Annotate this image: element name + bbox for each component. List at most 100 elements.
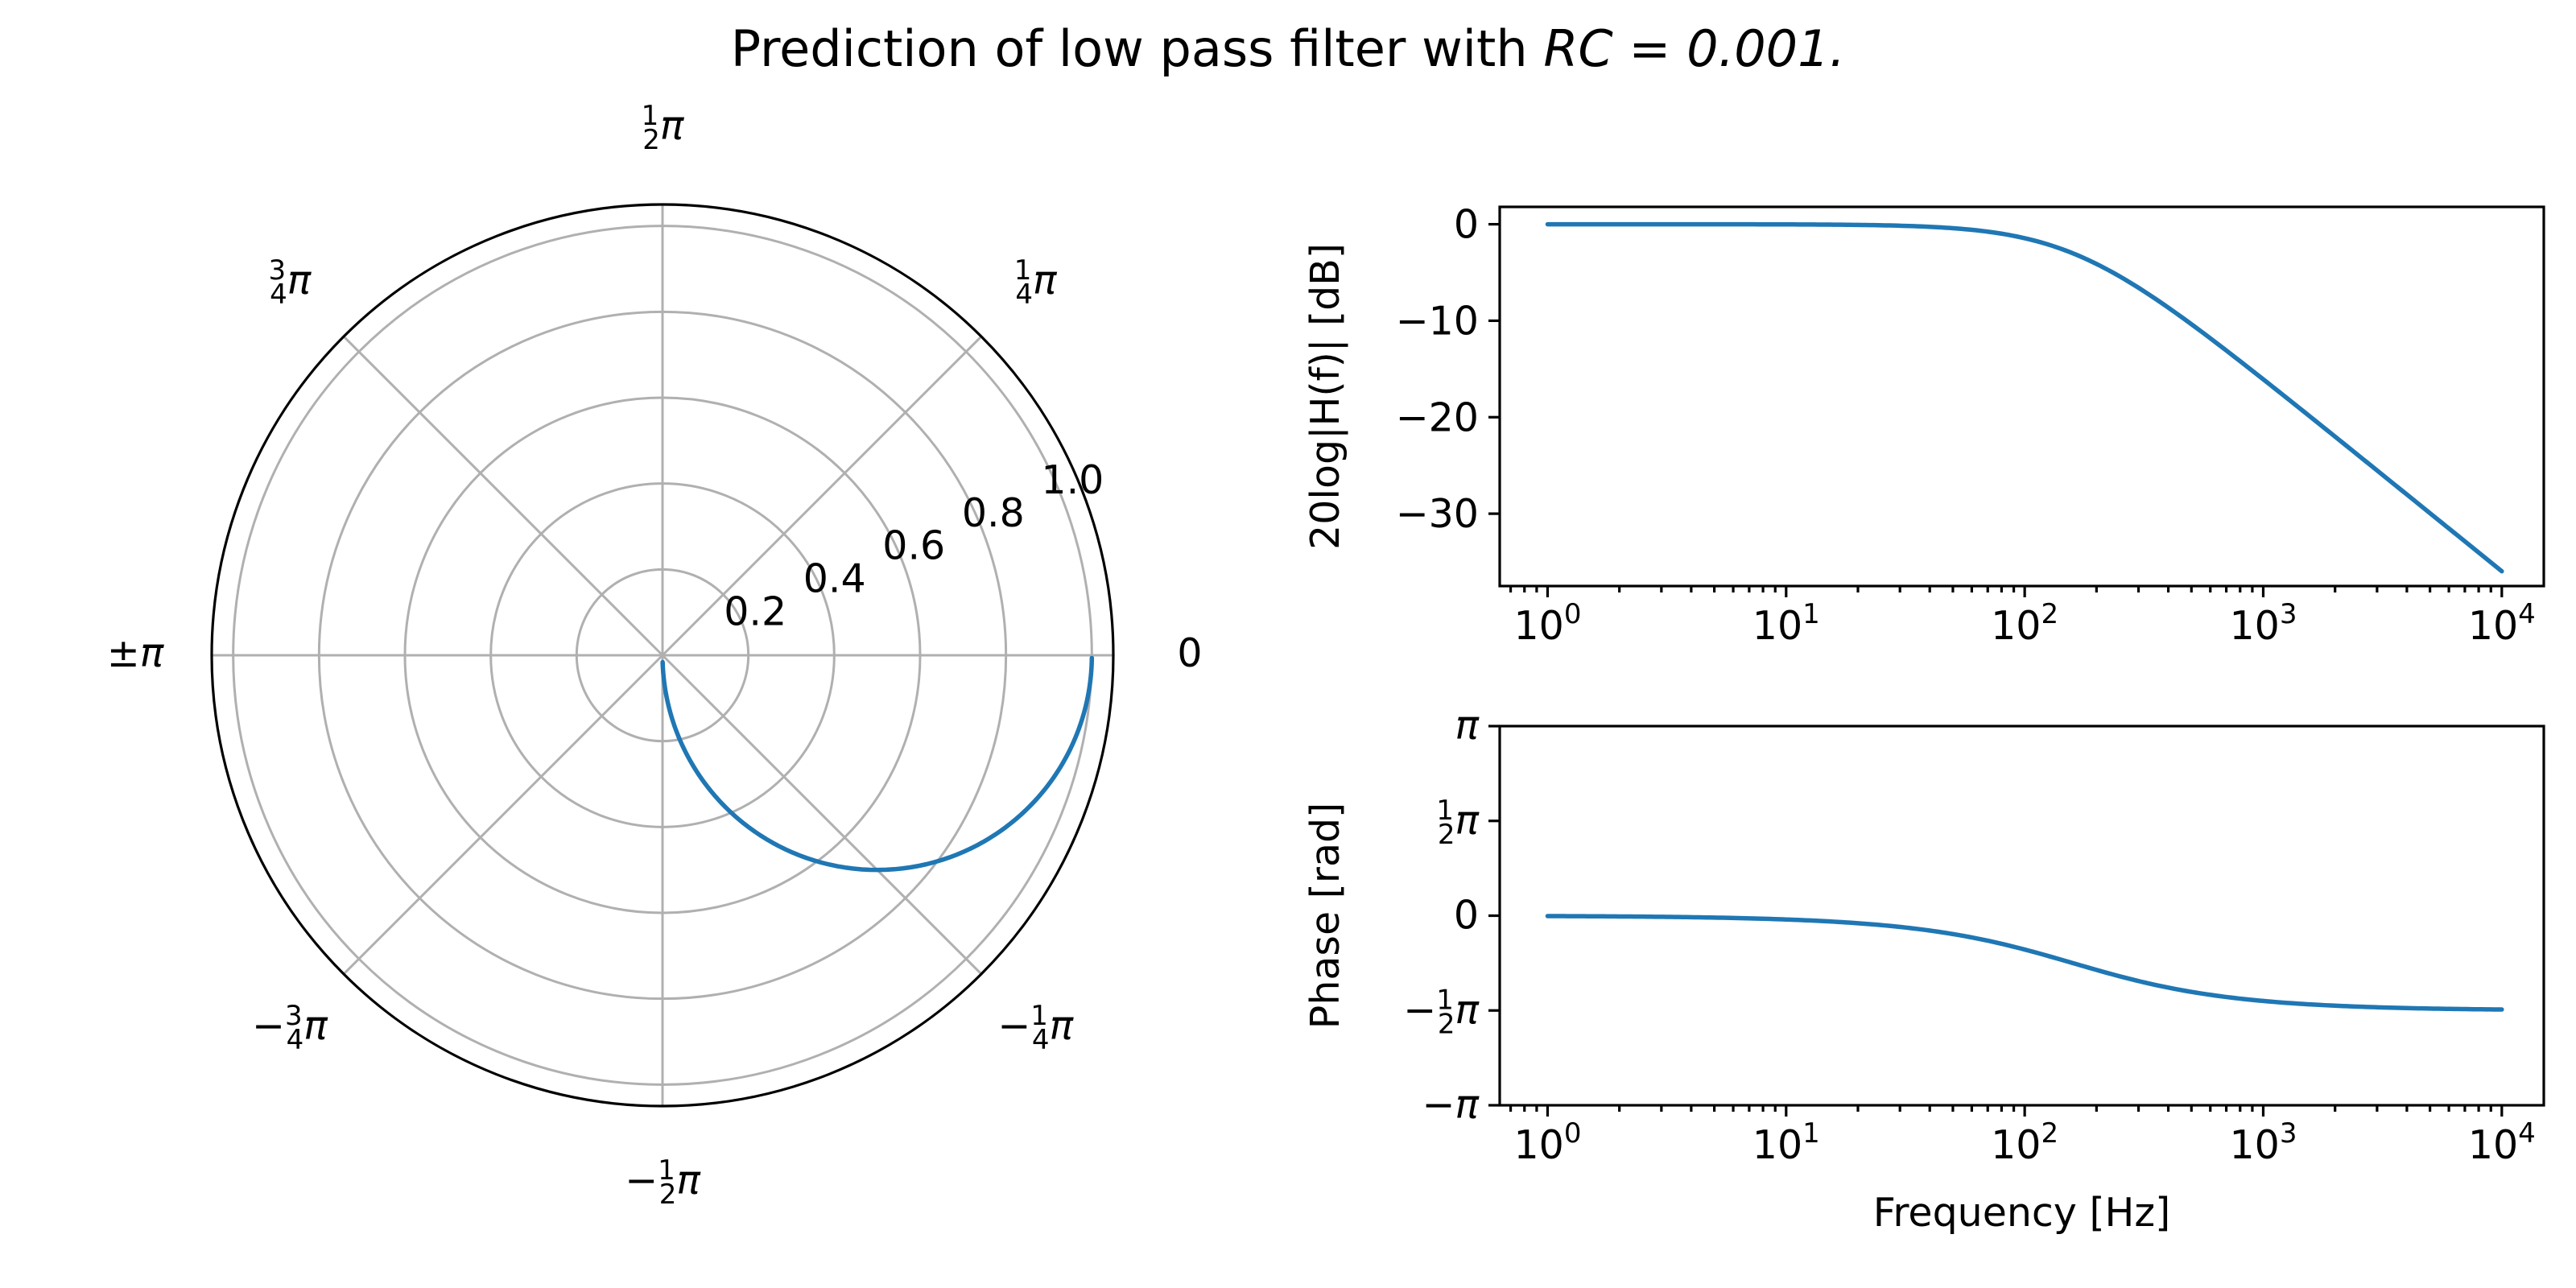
tick-value: 0 — [1454, 892, 1479, 938]
polar-r-tick-label: 0.8 — [962, 490, 1025, 536]
y-tick-label: −30 — [1396, 491, 1479, 537]
x-tick-exponent: 0 — [1564, 598, 1582, 630]
tick-sign: − — [997, 1003, 1030, 1049]
tick-frac-den: 4 — [1015, 278, 1033, 310]
tick-frac-num: 1 — [1436, 794, 1454, 826]
y-tick-label: −10 — [1396, 298, 1479, 344]
tick-frac-num: 1 — [658, 1154, 675, 1187]
tick-pi: π — [140, 630, 165, 676]
polar-theta-tick-label: −3 4π — [252, 1000, 328, 1056]
tick-sign: − — [1422, 1082, 1455, 1128]
tick-pi: π — [1455, 703, 1480, 749]
x-tick-base: 10 — [2468, 1122, 2518, 1168]
figure-title-math: RC = 0.001. — [1543, 19, 1845, 78]
x-tick-exponent: 3 — [2280, 1117, 2297, 1150]
figure-title-text: Prediction of low pass filter with — [731, 19, 1544, 78]
phase-response-line — [1545, 914, 2504, 1012]
x-tick-label: 101 — [1752, 598, 1820, 649]
polar-grid-spoke — [661, 654, 983, 976]
x-axis-label: Frequency [Hz] — [1873, 1190, 2171, 1236]
tick-pi: π — [287, 257, 312, 303]
x-tick-label: 103 — [2229, 1117, 2297, 1168]
y-tick-label: π — [1455, 703, 1480, 749]
y-tick-label: −π — [1422, 1082, 1480, 1128]
tick-pi: π — [1050, 1003, 1075, 1049]
tick-frac-num: 1 — [642, 100, 659, 132]
x-tick-label: 103 — [2229, 598, 2297, 649]
x-tick-exponent: 1 — [1802, 598, 1820, 630]
x-tick-exponent: 1 — [1802, 1117, 1820, 1150]
x-tick-label: 102 — [1991, 598, 2058, 649]
x-tick-label: 101 — [1752, 1117, 1820, 1168]
y-tick-label: −20 — [1396, 394, 1479, 440]
y-axis-label: 20log|H(f)| [dB] — [1302, 243, 1348, 550]
x-tick-base: 10 — [1991, 603, 2041, 649]
tick-frac-den: 4 — [1032, 1024, 1050, 1056]
tick-pi: π — [1455, 797, 1480, 843]
tick-frac-den: 4 — [270, 278, 287, 310]
x-tick-base: 10 — [1513, 603, 1563, 649]
x-tick-base: 10 — [2468, 603, 2518, 649]
polar-r-tick-label: 1.0 — [1041, 457, 1104, 503]
y-tick-label: 0 — [1454, 202, 1479, 248]
tick-frac-num: 1 — [1030, 1000, 1048, 1032]
polar-r-tick-label: 0.4 — [803, 555, 866, 601]
polar-theta-tick-label: ±π — [107, 630, 165, 676]
tick-sign: ± — [107, 630, 140, 676]
axes-frame — [1498, 205, 2545, 588]
tick-frac-num: 3 — [268, 254, 286, 286]
x-tick-exponent: 2 — [2041, 1117, 2058, 1150]
tick-frac-num: 1 — [1014, 254, 1032, 286]
polar-grid-spoke — [661, 335, 983, 657]
polar-theta-tick-label: 1 2π — [642, 100, 685, 156]
tick-frac-num: 3 — [285, 1000, 303, 1032]
x-tick-exponent: 4 — [2518, 1117, 2536, 1150]
tick-pi: π — [676, 1158, 701, 1203]
polar-theta-tick-label: −1 2π — [625, 1154, 701, 1211]
x-tick-exponent: 0 — [1564, 1117, 1582, 1150]
y-tick-label: −1 2π — [1403, 984, 1480, 1040]
polar-plot: 01 4π1 2π3 4π±π−3 4π−1 2π−1 4π0.20.40.60.81.0 — [107, 100, 1203, 1211]
x-tick-label: 100 — [1513, 598, 1581, 649]
tick-pi: π — [660, 103, 685, 149]
y-tick-label: 0 — [1454, 892, 1479, 938]
x-tick-base: 10 — [1752, 1122, 1802, 1168]
polar-grid-spoke — [342, 654, 664, 976]
y-tick-label: 1 2π — [1436, 794, 1480, 850]
magnitude-response-line — [1545, 221, 2504, 574]
x-tick-base: 10 — [2229, 1122, 2279, 1168]
polar-grid-spoke — [342, 335, 664, 657]
polar-theta-tick-label: −1 4π — [997, 1000, 1074, 1056]
tick-pi: π — [303, 1003, 328, 1049]
polar-response-line — [660, 655, 1095, 873]
polar-theta-tick-label: 1 4π — [1014, 254, 1058, 310]
tick-frac-den: 2 — [1438, 1008, 1455, 1040]
x-tick-label: 102 — [1991, 1117, 2058, 1168]
x-tick-label: 104 — [2468, 1117, 2536, 1168]
tick-frac-den: 4 — [287, 1024, 304, 1056]
x-tick-base: 10 — [1991, 1122, 2041, 1168]
x-tick-label: 104 — [2468, 598, 2536, 649]
tick-pi: π — [1455, 987, 1480, 1033]
tick-pi: π — [1455, 1082, 1480, 1128]
polar-theta-tick-label: 3 4π — [268, 254, 312, 310]
tick-frac-num: 1 — [1436, 984, 1454, 1016]
tick-pi: π — [1033, 257, 1058, 303]
tick-sign: − — [1403, 987, 1436, 1033]
figure-title: Prediction of low pass filter with RC = … — [731, 19, 1846, 78]
polar-r-tick-label: 0.6 — [882, 523, 945, 569]
tick-frac-den: 2 — [642, 124, 660, 156]
x-tick-exponent: 2 — [2041, 598, 2058, 630]
x-tick-base: 10 — [1513, 1122, 1563, 1168]
x-tick-base: 10 — [1752, 603, 1802, 649]
polar-r-tick-label: 0.2 — [724, 588, 786, 634]
x-tick-exponent: 3 — [2280, 598, 2297, 630]
tick-sign: − — [625, 1158, 658, 1203]
x-tick-exponent: 4 — [2518, 598, 2536, 630]
polar-theta-tick-label: 0 — [1177, 630, 1202, 676]
tick-value: 0 — [1177, 630, 1202, 676]
x-tick-base: 10 — [2229, 603, 2279, 649]
